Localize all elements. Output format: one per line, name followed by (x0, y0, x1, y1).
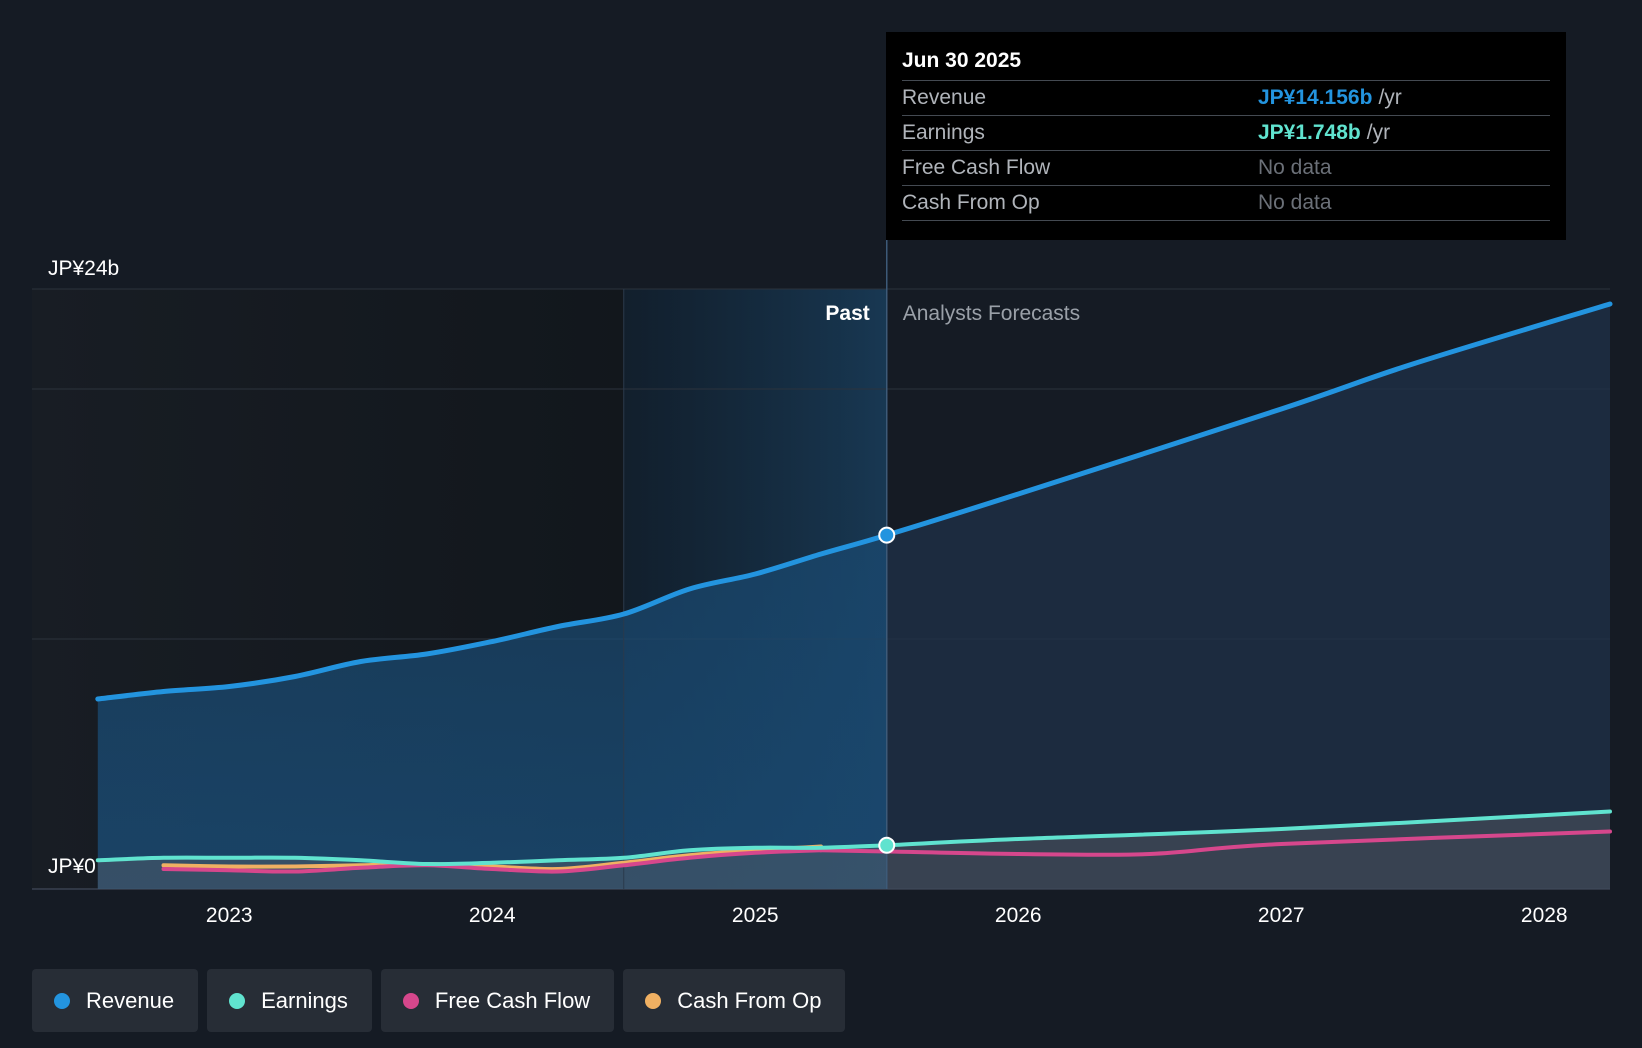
x-tick-label: 2028 (1521, 904, 1568, 927)
y-axis-top-label: JP¥24b (48, 257, 119, 280)
tooltip-value-no-data: No data (1258, 156, 1332, 179)
tooltip-value-no-data: No data (1258, 191, 1332, 214)
earnings-line (95, 809, 1612, 867)
highlight-points (878, 526, 896, 854)
free-cash-flow-past-line (161, 848, 823, 874)
x-tick-label: 2024 (469, 904, 516, 927)
tooltip-row-cash-from-op: Cash From Op No data (902, 185, 1550, 221)
past-label: Past (825, 302, 869, 325)
legend-item-cash-from-op[interactable]: Cash From Op (623, 969, 846, 1032)
legend-label: Free Cash Flow (434, 987, 591, 1013)
tooltip-label: Cash From Op (902, 191, 1040, 214)
revenue-past-area (97, 535, 887, 889)
revenue-forecast-area (886, 304, 1610, 889)
legend-label: Revenue (86, 987, 175, 1013)
x-tick-label: 2025 (732, 904, 779, 927)
tooltip-unit: /yr (1378, 86, 1402, 109)
tooltip-unit: /yr (1366, 121, 1391, 144)
tooltip-date: Jun 30 2025 (902, 49, 1022, 72)
cash-from-op-dot-icon (645, 992, 662, 1009)
tooltip-label: Earnings (902, 121, 985, 144)
earnings-highlight-point[interactable] (878, 836, 896, 854)
legend-item-free-cash-flow[interactable]: Free Cash Flow (380, 969, 615, 1032)
x-tick-label: 2026 (995, 904, 1042, 927)
revenue-line (95, 301, 1613, 702)
chart-legend: Revenue Earnings Free Cash Flow Cash Fro… (32, 969, 846, 1032)
revenue-highlight-point[interactable] (878, 526, 896, 544)
analysts-forecasts-label: Analysts Forecasts (903, 302, 1080, 325)
tooltip-label: Revenue (902, 86, 987, 109)
x-tick-label: 2027 (1258, 904, 1305, 927)
tooltip-row-revenue: Revenue JP¥14.156b /yr (902, 80, 1550, 115)
revenue-dot-icon (54, 992, 70, 1009)
tooltip-value-earnings: JP¥1.748b (1258, 121, 1361, 144)
series-lines (95, 301, 1613, 874)
cash-from-op-line (161, 844, 823, 872)
data-tooltip: Jun 30 2025 Revenue JP¥14.156b /yr Earni… (886, 32, 1566, 240)
tooltip-row-free-cash-flow: Free Cash Flow No data (902, 150, 1550, 185)
y-axis-bottom-label: JP¥0 (48, 855, 96, 878)
legend-item-earnings[interactable]: Earnings (207, 969, 372, 1032)
tooltip-label: Free Cash Flow (902, 156, 1051, 179)
earnings-dot-icon (229, 992, 246, 1009)
tooltip-row-earnings: Earnings JP¥1.748b /yr (902, 115, 1550, 150)
legend-item-revenue[interactable]: Revenue (32, 969, 199, 1032)
legend-label: Cash From Op (677, 987, 822, 1013)
free-cash-flow-dot-icon (402, 992, 419, 1009)
x-axis-ticks: 2023 2024 2025 2026 2027 2028 (206, 904, 1568, 927)
legend-label: Earnings (261, 987, 348, 1013)
x-tick-label: 2023 (206, 904, 253, 927)
tooltip-value-revenue: JP¥14.156b (1258, 86, 1373, 109)
